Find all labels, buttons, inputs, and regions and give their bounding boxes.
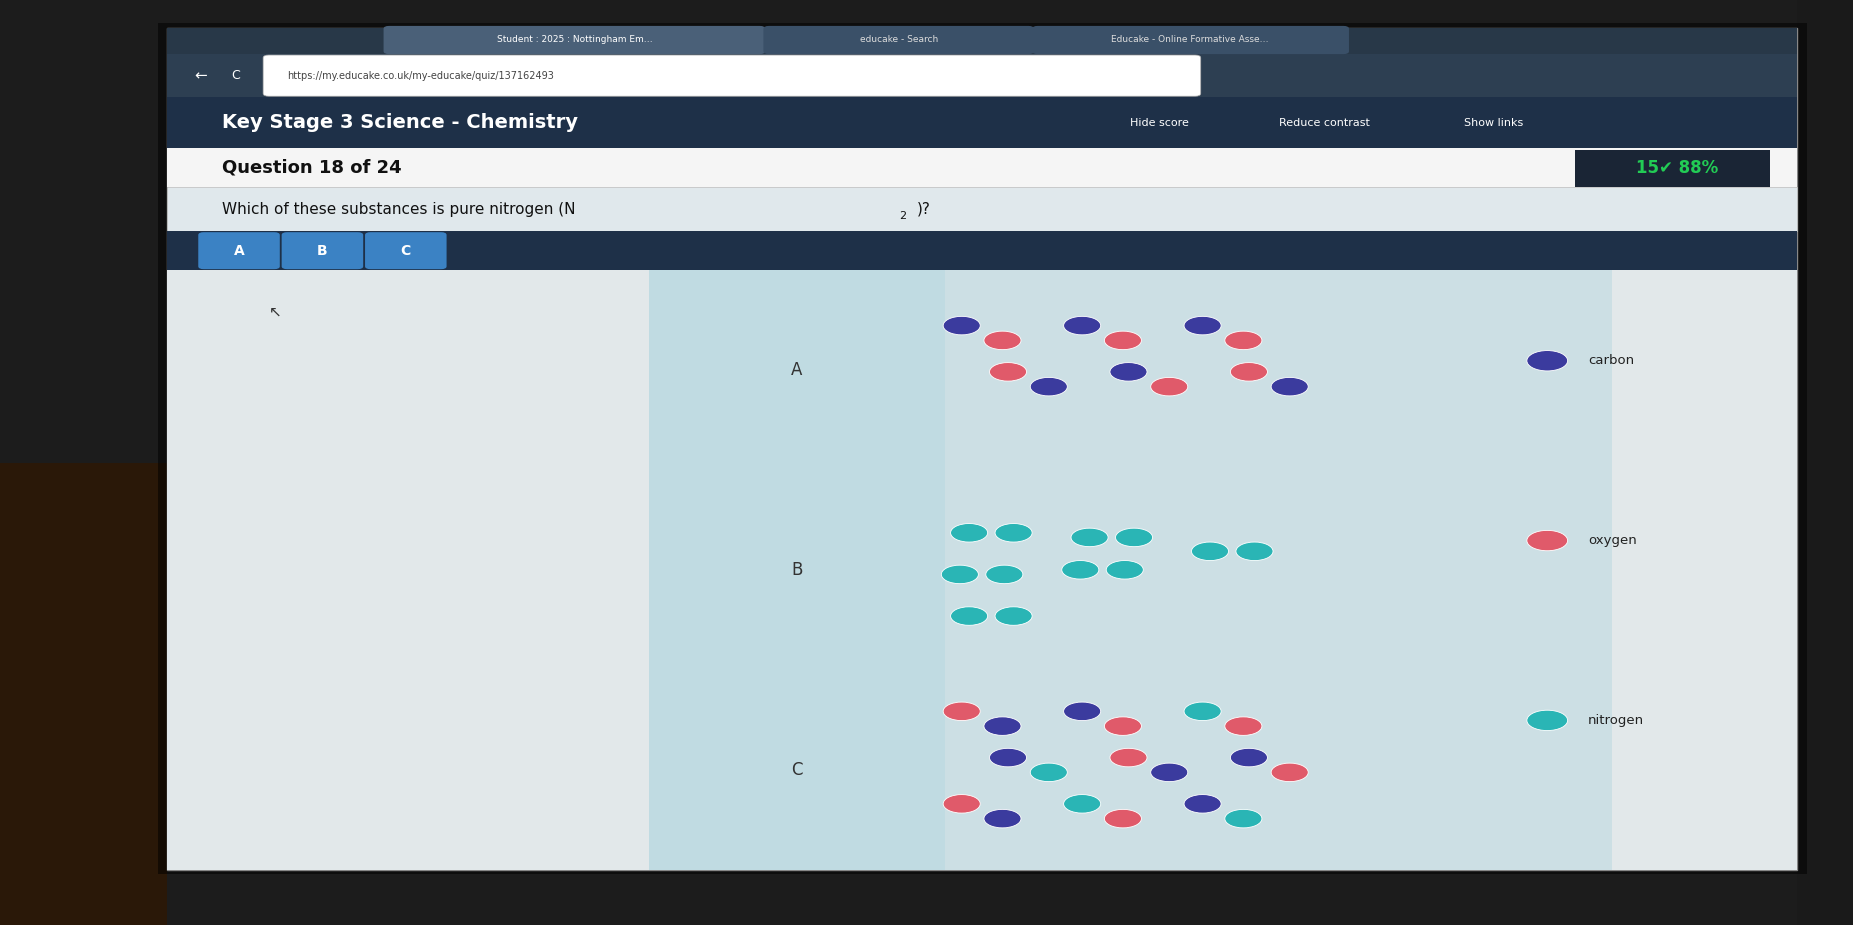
Circle shape <box>1527 351 1568 371</box>
FancyBboxPatch shape <box>167 187 1797 231</box>
Circle shape <box>995 524 1032 542</box>
Text: Key Stage 3 Science - Chemistry: Key Stage 3 Science - Chemistry <box>222 113 578 132</box>
Circle shape <box>943 316 980 335</box>
FancyBboxPatch shape <box>167 28 1797 869</box>
FancyBboxPatch shape <box>1575 150 1770 187</box>
FancyBboxPatch shape <box>282 232 363 269</box>
Circle shape <box>1030 763 1067 782</box>
FancyBboxPatch shape <box>167 231 1797 270</box>
Circle shape <box>1271 763 1308 782</box>
Text: C: C <box>400 243 411 258</box>
FancyBboxPatch shape <box>649 670 945 869</box>
FancyBboxPatch shape <box>167 270 1797 869</box>
Circle shape <box>990 363 1027 381</box>
FancyBboxPatch shape <box>763 26 1034 54</box>
Circle shape <box>995 607 1032 625</box>
Circle shape <box>1064 795 1101 813</box>
Text: C: C <box>791 760 802 779</box>
Text: A: A <box>233 243 245 258</box>
Circle shape <box>1104 809 1141 828</box>
Text: nitrogen: nitrogen <box>1588 714 1644 727</box>
Circle shape <box>1271 377 1308 396</box>
Ellipse shape <box>1260 282 1779 791</box>
Text: Educake - Online Formative Asse…: Educake - Online Formative Asse… <box>1112 34 1267 43</box>
Circle shape <box>1106 561 1143 579</box>
FancyBboxPatch shape <box>263 56 1201 96</box>
Circle shape <box>1225 331 1262 350</box>
Text: Hide score: Hide score <box>1130 117 1190 128</box>
Text: ←: ← <box>195 68 208 83</box>
Text: B: B <box>791 561 802 579</box>
Circle shape <box>1030 377 1067 396</box>
Circle shape <box>1527 530 1568 550</box>
FancyBboxPatch shape <box>945 670 1612 869</box>
Ellipse shape <box>1445 393 1779 809</box>
Circle shape <box>984 331 1021 350</box>
Circle shape <box>1116 528 1153 547</box>
Circle shape <box>1064 702 1101 721</box>
Circle shape <box>986 565 1023 584</box>
FancyBboxPatch shape <box>167 28 1797 97</box>
Circle shape <box>1110 748 1147 767</box>
Circle shape <box>1225 809 1262 828</box>
Text: Student : 2025 : Nottingham Em…: Student : 2025 : Nottingham Em… <box>497 34 652 43</box>
Circle shape <box>1110 363 1147 381</box>
FancyBboxPatch shape <box>384 26 765 54</box>
FancyBboxPatch shape <box>167 28 1797 54</box>
Text: 15✔ 88%: 15✔ 88% <box>1636 159 1718 178</box>
Text: carbon: carbon <box>1588 354 1634 367</box>
Circle shape <box>941 565 978 584</box>
Text: C: C <box>232 69 241 82</box>
FancyBboxPatch shape <box>1032 26 1349 54</box>
Circle shape <box>1230 748 1267 767</box>
FancyBboxPatch shape <box>198 232 280 269</box>
Circle shape <box>1064 316 1101 335</box>
Circle shape <box>951 607 988 625</box>
Circle shape <box>951 524 988 542</box>
Circle shape <box>1527 710 1568 731</box>
FancyBboxPatch shape <box>945 270 1612 470</box>
Circle shape <box>943 702 980 721</box>
Text: https://my.educake.co.uk/my-educake/quiz/137162493: https://my.educake.co.uk/my-educake/quiz… <box>287 70 554 80</box>
Circle shape <box>1062 561 1099 579</box>
Circle shape <box>984 809 1021 828</box>
Circle shape <box>1236 542 1273 561</box>
FancyBboxPatch shape <box>158 23 1807 874</box>
FancyBboxPatch shape <box>167 148 1797 187</box>
Text: B: B <box>317 243 328 258</box>
Circle shape <box>1104 331 1141 350</box>
Circle shape <box>1184 702 1221 721</box>
FancyBboxPatch shape <box>0 462 167 925</box>
Circle shape <box>1191 542 1229 561</box>
Text: ↖: ↖ <box>269 304 282 319</box>
FancyBboxPatch shape <box>649 270 945 470</box>
Text: Reduce contrast: Reduce contrast <box>1279 117 1369 128</box>
Circle shape <box>1184 795 1221 813</box>
Circle shape <box>1151 377 1188 396</box>
FancyBboxPatch shape <box>365 232 447 269</box>
Text: educake - Search: educake - Search <box>860 34 938 43</box>
Text: Which of these substances is pure nitrogen (N: Which of these substances is pure nitrog… <box>222 202 576 216</box>
Circle shape <box>1230 363 1267 381</box>
Text: )?: )? <box>917 202 930 216</box>
Circle shape <box>1071 528 1108 547</box>
Circle shape <box>990 748 1027 767</box>
FancyBboxPatch shape <box>1797 0 1853 925</box>
Circle shape <box>1184 316 1221 335</box>
Text: 2: 2 <box>899 211 906 220</box>
Circle shape <box>1225 717 1262 735</box>
Circle shape <box>943 795 980 813</box>
FancyBboxPatch shape <box>945 470 1612 670</box>
Circle shape <box>984 717 1021 735</box>
FancyBboxPatch shape <box>649 470 945 670</box>
Text: A: A <box>791 361 802 379</box>
FancyBboxPatch shape <box>167 97 1797 148</box>
Circle shape <box>1151 763 1188 782</box>
Text: Show links: Show links <box>1464 117 1523 128</box>
Text: Question 18 of 24: Question 18 of 24 <box>222 158 402 177</box>
Circle shape <box>1104 717 1141 735</box>
Text: oxygen: oxygen <box>1588 534 1636 547</box>
